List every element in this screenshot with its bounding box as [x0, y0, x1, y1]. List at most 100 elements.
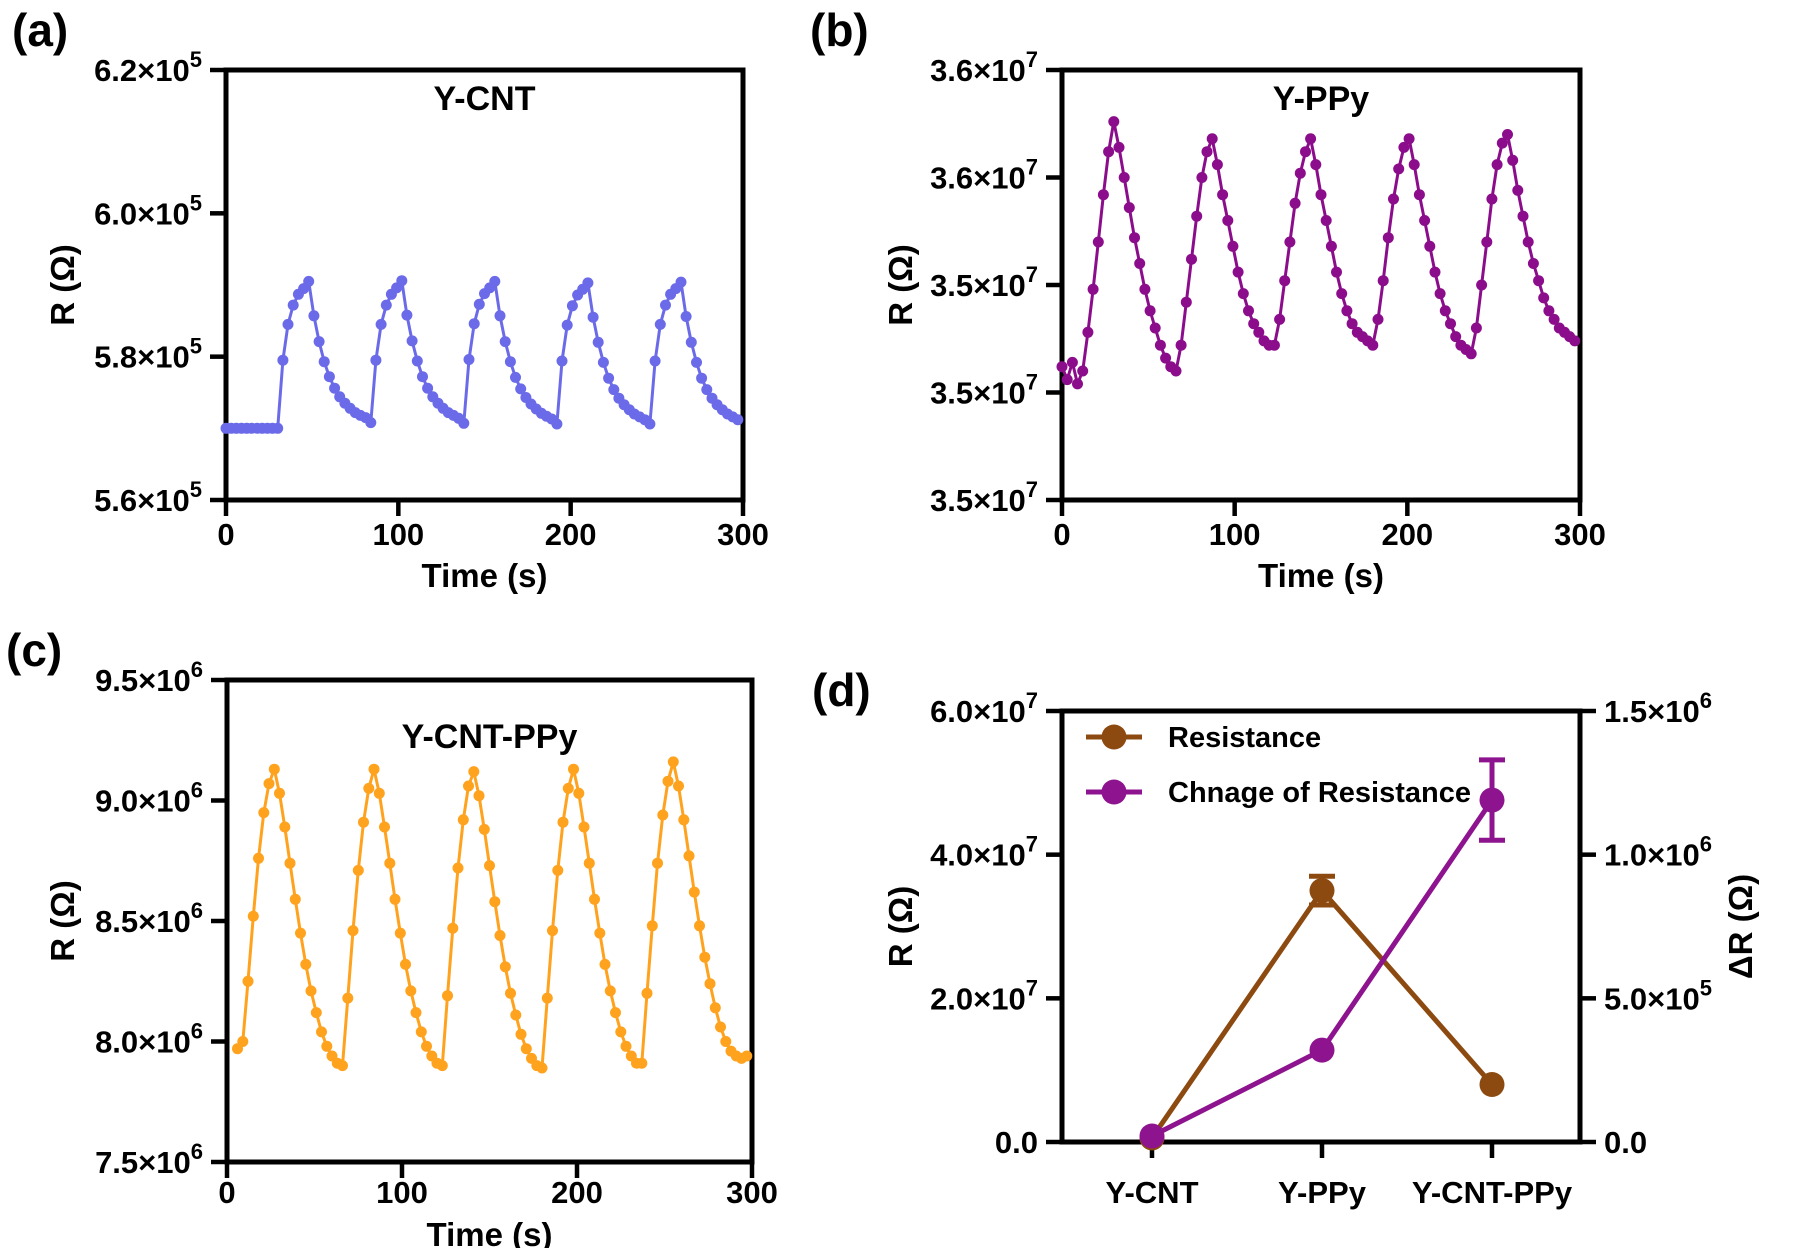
data-point — [442, 990, 453, 1002]
data-point — [520, 1043, 532, 1055]
data-point — [422, 382, 434, 394]
data-point — [1486, 193, 1498, 205]
data-point — [1408, 159, 1420, 171]
data-point — [573, 787, 585, 799]
data-point — [557, 816, 569, 828]
x-tick-label: 300 — [717, 517, 769, 552]
data-point — [599, 958, 611, 970]
data-point — [1377, 275, 1389, 287]
right-y-tick-label: 1.0×106 — [1604, 832, 1712, 873]
data-point — [694, 920, 705, 932]
right-y-tick-label: 5.0×105 — [1604, 975, 1712, 1016]
data-point — [463, 780, 474, 792]
data-point — [279, 821, 291, 833]
data-point — [1543, 305, 1555, 317]
y-axis-title: R (Ω) — [44, 880, 81, 961]
data-point — [1237, 288, 1249, 300]
data-point — [313, 336, 325, 348]
data-point — [1243, 305, 1254, 317]
data-point — [597, 356, 609, 368]
y-axis-title: R (Ω) — [44, 244, 81, 325]
data-point — [1139, 283, 1151, 295]
data-point — [566, 300, 578, 312]
data-point — [405, 985, 417, 997]
series-b-line — [1060, 120, 1576, 386]
data-point — [547, 925, 558, 937]
data-point — [394, 927, 406, 939]
data-point — [709, 1002, 721, 1014]
data-point — [504, 356, 516, 368]
data-point — [473, 790, 485, 802]
series-resistance — [1139, 873, 1505, 1151]
data-point — [1325, 240, 1337, 252]
data-point — [562, 782, 574, 794]
data-point — [1403, 133, 1415, 145]
x-axis-title: Time (s) — [427, 1216, 553, 1248]
data-point — [263, 778, 275, 790]
y-tick-label: 3.6×107 — [930, 155, 1038, 196]
left-y-tick-label: 2.0×107 — [930, 975, 1038, 1016]
x-tick-label: 100 — [372, 517, 424, 552]
data-point — [373, 787, 385, 799]
left-y-tick-label: 4.0×107 — [930, 832, 1038, 873]
panel-b-title: Y-PPy — [1273, 80, 1369, 118]
data-point — [1180, 296, 1192, 308]
data-point — [347, 925, 359, 937]
data-point — [1211, 159, 1223, 171]
data-point — [1367, 339, 1379, 351]
data-point — [1398, 141, 1410, 153]
data-point — [552, 864, 564, 876]
x-tick-label: 0 — [218, 1175, 235, 1210]
data-point — [1144, 305, 1156, 317]
data-point — [1082, 326, 1094, 338]
data-point — [489, 896, 501, 908]
data-point — [1309, 878, 1335, 904]
data-point — [1129, 232, 1140, 244]
data-point — [337, 1060, 348, 1072]
data-point — [1191, 210, 1203, 222]
data-point — [662, 775, 674, 787]
x-tick-label: 200 — [551, 1175, 603, 1210]
data-point — [660, 299, 671, 311]
data-point — [1248, 318, 1260, 330]
data-point — [1481, 236, 1493, 248]
data-point — [484, 860, 495, 872]
data-point — [1310, 159, 1322, 171]
data-point — [1393, 163, 1405, 175]
panel-d: (d) 0.0 2.0×107 4.0×107 6.0×107 0.0 5.0×105 1.0… — [812, 664, 1759, 1210]
data-point — [578, 821, 590, 833]
x-tick-label: 0 — [1053, 517, 1070, 552]
data-point — [1479, 1072, 1505, 1097]
data-point — [295, 927, 306, 939]
data-point — [421, 1040, 432, 1052]
data-point — [473, 298, 485, 310]
data-point — [289, 893, 301, 905]
data-point — [1479, 787, 1505, 813]
data-point — [370, 354, 382, 366]
data-point — [452, 862, 464, 874]
data-point — [237, 1036, 249, 1047]
data-point — [654, 318, 666, 330]
data-point — [1160, 352, 1172, 364]
data-point — [1108, 116, 1120, 128]
y-tick-label: 9.0×106 — [95, 778, 203, 819]
y-tick-label: 7.5×106 — [95, 1139, 203, 1180]
panel-a-letter: (a) — [12, 4, 68, 56]
data-point — [1294, 167, 1306, 179]
data-point — [380, 299, 392, 311]
data-point — [1268, 339, 1280, 351]
series-a-line — [226, 279, 739, 430]
data-point — [583, 857, 595, 869]
data-point — [1279, 275, 1291, 287]
panel-c-letter: (c) — [6, 624, 62, 676]
data-point — [258, 807, 270, 819]
data-point — [363, 782, 375, 794]
y-tick-label: 3.5×107 — [930, 370, 1038, 411]
left-y-axis-title: R (Ω) — [882, 886, 919, 967]
data-point — [1382, 232, 1394, 244]
panel-d-frame — [1059, 708, 1583, 1145]
data-point — [701, 384, 713, 396]
data-point — [272, 422, 284, 434]
data-point — [1103, 146, 1115, 158]
data-point — [308, 310, 320, 322]
